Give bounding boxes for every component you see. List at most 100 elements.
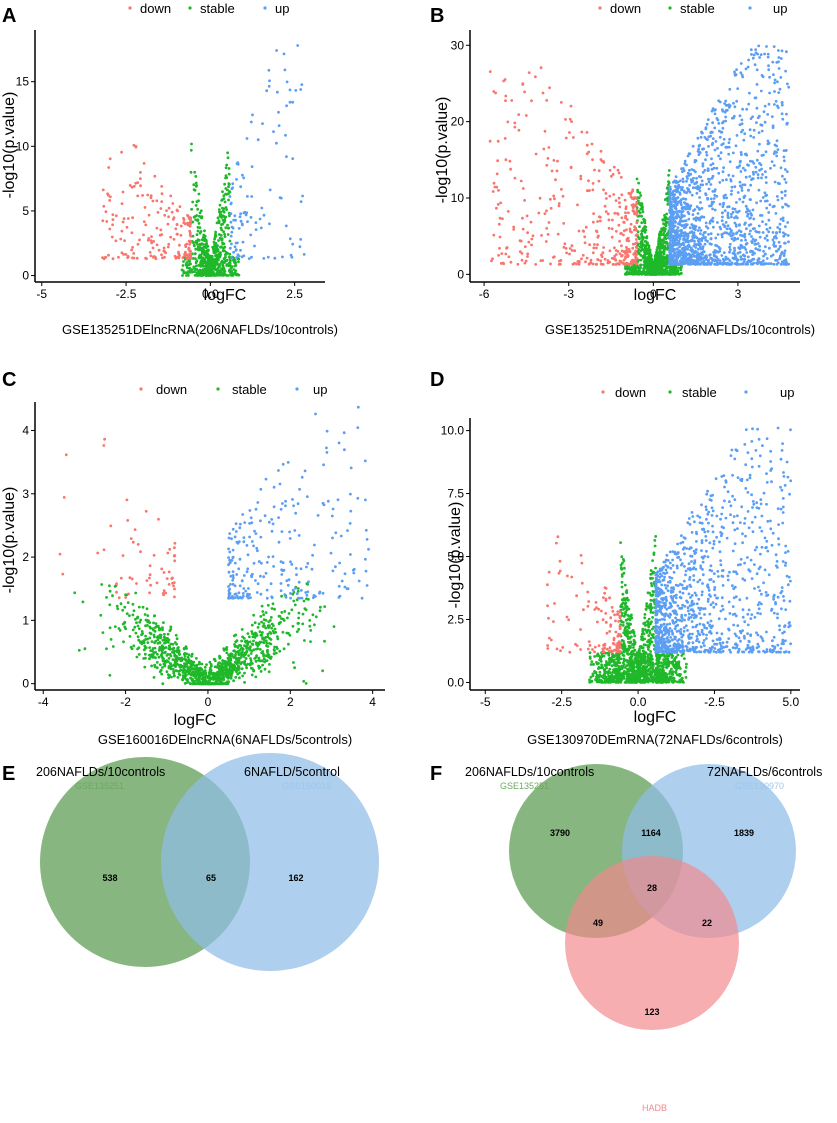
- data-point: [227, 182, 231, 186]
- data-point: [642, 227, 645, 230]
- data-point: [681, 180, 685, 184]
- data-point: [718, 259, 722, 263]
- data-point: [660, 227, 663, 231]
- data-point: [635, 211, 639, 215]
- data-point: [645, 236, 649, 240]
- data-point: [309, 629, 313, 632]
- data-point: [546, 233, 550, 236]
- data-point: [706, 168, 710, 172]
- data-point: [275, 49, 278, 52]
- data-point: [610, 227, 614, 231]
- data-point: [613, 211, 617, 215]
- data-point: [616, 168, 620, 172]
- data-point: [204, 671, 208, 674]
- data-point: [257, 658, 261, 662]
- data-point: [238, 676, 241, 680]
- data-point: [780, 49, 784, 53]
- data-point: [243, 671, 246, 675]
- data-point: [221, 268, 224, 271]
- data-point: [549, 262, 552, 266]
- data-point: [274, 651, 278, 655]
- data-point: [254, 221, 258, 225]
- data-point: [734, 224, 738, 228]
- data-point: [766, 113, 770, 116]
- data-point: [491, 190, 495, 193]
- data-point: [708, 242, 712, 246]
- x-axis-title-a: logFC: [204, 287, 247, 304]
- data-point: [635, 197, 638, 201]
- data-point: [226, 274, 230, 277]
- data-point: [137, 653, 141, 656]
- data-point: [679, 262, 683, 265]
- data-point: [161, 682, 165, 686]
- data-point: [783, 177, 787, 181]
- data-point: [773, 103, 776, 106]
- data-point: [669, 261, 673, 265]
- data-point: [784, 149, 788, 152]
- data-point: [492, 181, 496, 185]
- data-point: [271, 602, 275, 606]
- data-point: [639, 240, 643, 244]
- data-point: [754, 48, 758, 51]
- data-point: [169, 235, 173, 239]
- series-down: [58, 437, 177, 600]
- data-point: [564, 118, 567, 121]
- data-point: [148, 625, 152, 629]
- data-point: [761, 196, 765, 199]
- data-point: [720, 219, 724, 223]
- data-point: [194, 676, 198, 680]
- data-point: [638, 237, 641, 241]
- data-point: [239, 185, 243, 189]
- data-point: [236, 672, 240, 676]
- data-point: [198, 211, 202, 215]
- data-point: [218, 214, 222, 218]
- data-point: [235, 657, 238, 661]
- data-point: [250, 642, 254, 646]
- data-point: [704, 221, 708, 225]
- data-point: [597, 169, 601, 173]
- data-point: [509, 260, 513, 264]
- data-point: [782, 159, 786, 163]
- data-point: [199, 671, 203, 674]
- data-point: [643, 219, 647, 222]
- data-point: [734, 215, 738, 218]
- data-point: [518, 239, 522, 243]
- data-point: [191, 257, 195, 260]
- data-point: [739, 170, 743, 173]
- data-point: [213, 262, 217, 266]
- data-point: [752, 53, 756, 57]
- data-point: [175, 223, 179, 226]
- data-point: [720, 130, 724, 134]
- data-point: [727, 141, 731, 145]
- data-point: [623, 263, 627, 266]
- data-point: [173, 559, 177, 563]
- data-point: [730, 237, 734, 241]
- data-point: [676, 250, 679, 254]
- data-point: [777, 240, 781, 244]
- data-point: [599, 149, 603, 153]
- data-point: [678, 237, 682, 241]
- data-point: [159, 228, 163, 232]
- data-point: [155, 581, 159, 585]
- data-point: [194, 204, 198, 207]
- data-point: [498, 216, 502, 220]
- data-point: [114, 214, 118, 218]
- data-point: [656, 255, 660, 259]
- data-point: [663, 227, 667, 230]
- data-point: [195, 666, 199, 670]
- data-point: [758, 244, 761, 248]
- data-point: [596, 220, 599, 223]
- data-point: [742, 195, 746, 199]
- data-point: [182, 647, 186, 650]
- data-point: [664, 224, 668, 228]
- data-point: [540, 234, 543, 237]
- data-point: [587, 150, 591, 154]
- data-point: [561, 194, 565, 198]
- data-point: [297, 621, 300, 625]
- data-point: [517, 128, 521, 132]
- legend-a: down stable up: [128, 1, 289, 16]
- data-point: [713, 188, 717, 192]
- data-point: [108, 626, 112, 630]
- data-point: [626, 236, 630, 240]
- data-point: [167, 242, 171, 246]
